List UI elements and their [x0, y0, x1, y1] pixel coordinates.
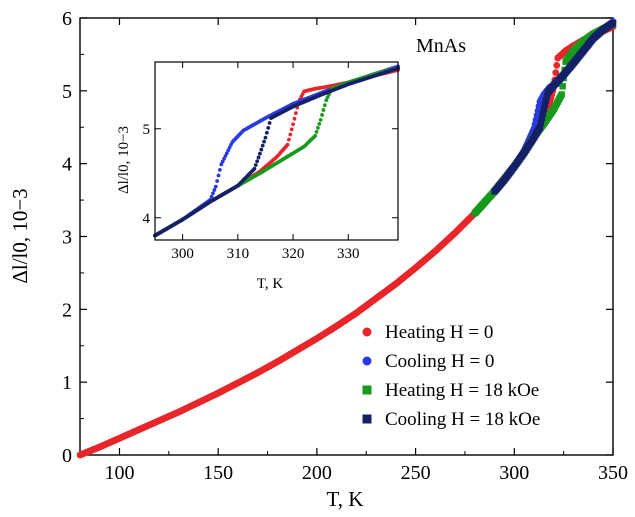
legend-item: Cooling H = 0	[362, 351, 494, 372]
inset-data-point	[259, 147, 264, 152]
inset-data-point	[314, 129, 319, 134]
legend-item: Heating H = 18 kOe	[362, 380, 539, 401]
data-point	[559, 83, 566, 90]
legend-marker	[362, 327, 372, 337]
inset-data-point	[253, 163, 258, 167]
series-4	[491, 19, 617, 195]
inset-data-point	[322, 103, 327, 108]
legend-item: Heating H = 0	[362, 322, 493, 343]
inset-data-point	[313, 133, 318, 138]
inset-data-point	[213, 184, 218, 189]
inset-y-axis-label: Δl/l0, 10−3	[116, 126, 132, 194]
main-x-tick-label: 350	[598, 462, 628, 484]
inset-data-point	[324, 98, 329, 103]
inset-data-point	[212, 188, 217, 192]
main-y-tick-label: 2	[62, 299, 72, 321]
inset-data-point	[263, 135, 268, 140]
main-y-tick-label: 4	[62, 154, 72, 176]
main-x-tick-label: 300	[499, 462, 529, 484]
main-y-axis-label: Δl/l0, 10−3	[8, 188, 32, 283]
main-y-tick-label: 6	[62, 8, 72, 30]
inset-data-point	[215, 179, 220, 183]
inset-x-tick-label: 320	[282, 246, 305, 262]
data-point	[544, 89, 552, 96]
main-y-tick-label: 1	[62, 372, 72, 394]
inset-data-point	[209, 194, 214, 199]
legend-item: Cooling H = 18 kOe	[362, 409, 540, 430]
legend-marker	[362, 385, 372, 395]
data-point	[538, 114, 546, 122]
inset-data-point	[316, 125, 320, 130]
main-y-tick-label: 0	[62, 445, 72, 467]
inset-data-point	[318, 117, 323, 122]
inset-data-point	[262, 139, 266, 144]
inset-x-tick-label: 330	[337, 246, 360, 262]
inset-data-point	[260, 143, 265, 148]
data-point	[491, 188, 498, 195]
inset-data-point	[321, 108, 326, 112]
inset-data-point	[217, 168, 222, 172]
inset-data-point	[216, 173, 221, 178]
inset-y-tick-label: 5	[143, 122, 151, 138]
inset-data-point	[292, 116, 297, 121]
data-point	[542, 97, 550, 104]
legend-marker	[362, 356, 372, 366]
material-annotation: MnAs	[416, 35, 466, 57]
inset-data-point	[266, 125, 271, 130]
inset-data-point	[317, 121, 322, 126]
data-point	[553, 61, 561, 69]
data-point	[540, 105, 548, 113]
main-y-tick-label: 5	[62, 81, 72, 103]
legend-label: Cooling H = 18 kOe	[385, 409, 540, 430]
inset-data-point	[255, 159, 260, 164]
inset-data-point	[325, 95, 330, 100]
inset-data-point	[287, 137, 291, 142]
inset-data-point	[267, 121, 272, 125]
main-x-tick-label: 200	[302, 462, 332, 484]
inset-data-point	[264, 130, 269, 135]
inset-data-point	[211, 191, 215, 196]
inset-series-4	[153, 66, 400, 238]
legend-label: Heating H = 18 kOe	[385, 380, 539, 401]
main-x-tick-label: 100	[104, 462, 134, 484]
inset-data-point	[288, 132, 293, 137]
legend-label: Heating H = 0	[385, 322, 493, 343]
inset-data-point	[291, 122, 295, 127]
main-ticks: 100 150 200 250 300 350 0 1 2 3 4 5 6	[62, 8, 628, 484]
inset-ticks: 300 310 320 330 4 5	[143, 62, 398, 262]
data-point	[539, 110, 547, 117]
data-point	[558, 91, 565, 98]
inset-y-tick-label: 4	[143, 211, 151, 227]
main-x-tick-label: 250	[401, 462, 431, 484]
inset-data-point	[285, 142, 290, 147]
legend-label: Cooling H = 0	[385, 351, 494, 372]
inset-x-axis-label: T, K	[257, 276, 284, 292]
inset-data-point	[269, 116, 273, 120]
inset-plot-frame	[154, 61, 399, 241]
data-point	[552, 69, 560, 77]
main-y-tick-label: 3	[62, 227, 72, 249]
inset-x-tick-label: 310	[227, 246, 250, 262]
inset-data-point	[256, 155, 261, 160]
data-point	[541, 101, 549, 109]
legend: Heating H = 0 Cooling H = 0 Heating H = 18…	[362, 322, 540, 430]
inset-data-point	[289, 127, 294, 132]
inset-data-point	[219, 162, 224, 167]
inset-data-point	[258, 151, 262, 156]
inset-data-point	[293, 111, 298, 116]
inset-x-tick-label: 300	[171, 246, 194, 262]
inset-data-point	[320, 113, 324, 117]
inset-data	[153, 64, 400, 238]
series-1	[76, 23, 617, 459]
main-data	[76, 18, 617, 459]
main-x-axis-label: T, K	[327, 487, 364, 511]
main-x-tick-label: 150	[203, 462, 233, 484]
data-point	[537, 119, 545, 126]
data-point	[543, 93, 551, 100]
legend-marker	[362, 414, 372, 424]
